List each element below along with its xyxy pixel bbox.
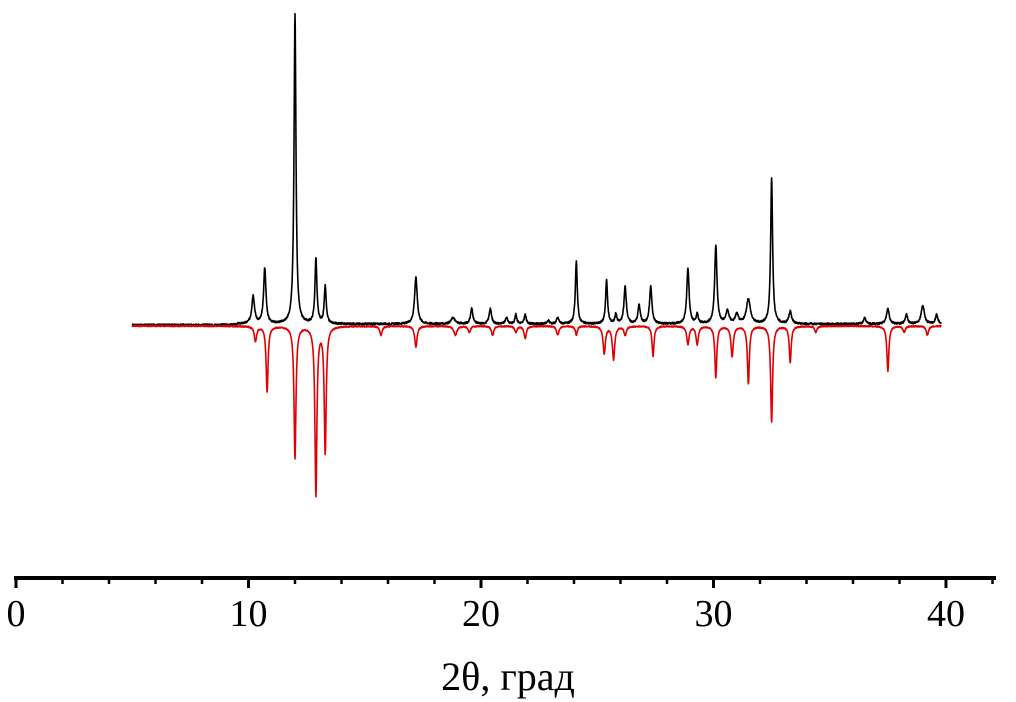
x-axis-tick-labels: 0 10 20 30 40 [7, 593, 966, 635]
black-pattern-line [131, 12, 942, 327]
x-axis-label: 2θ, град [441, 654, 575, 699]
x-tick-label: 10 [230, 593, 268, 635]
series-layer [131, 12, 943, 498]
red-pattern-line [131, 324, 943, 498]
x-tick-label: 40 [927, 593, 965, 635]
x-axis-ticks [14, 578, 994, 588]
x-tick-label: 30 [695, 593, 733, 635]
x-tick-label: 20 [462, 593, 500, 635]
x-tick-label: 0 [7, 593, 26, 635]
